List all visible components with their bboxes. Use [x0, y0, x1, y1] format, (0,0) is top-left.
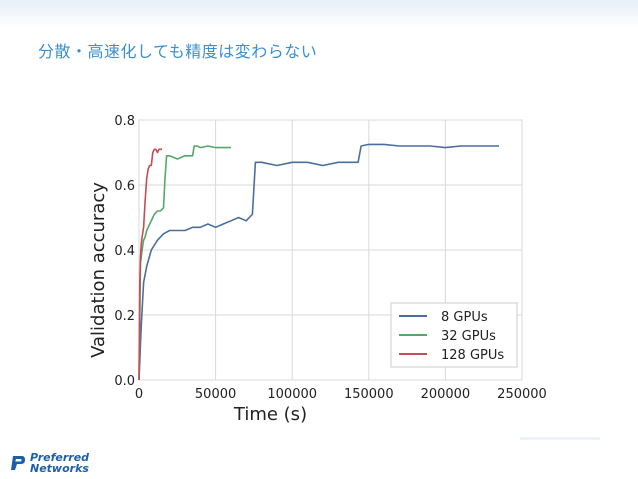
y-axis-label: Validation accuracy — [88, 182, 109, 358]
y-tick-label: 0.0 — [114, 374, 135, 389]
y-tick-label: 0.4 — [114, 244, 135, 259]
logo-mark-icon — [11, 456, 25, 470]
legend-label: 128 GPUs — [441, 348, 504, 363]
x-tick-label: 150000 — [344, 387, 394, 402]
x-tick-label: 250000 — [497, 387, 547, 402]
y-tick-label: 0.2 — [114, 309, 135, 324]
series-line-1 — [138, 143, 499, 381]
header-band — [0, 0, 638, 28]
legend-label: 32 GPUs — [441, 329, 496, 344]
x-tick-label: 100000 — [267, 387, 317, 402]
company-logo: Preferred Networks — [8, 451, 128, 477]
y-tick-label: 0.8 — [114, 114, 135, 129]
slide-title: 分散・高速化しても精度は変わらない — [38, 42, 318, 61]
x-tick-label: 0 — [135, 387, 143, 402]
series-line-2 — [138, 145, 231, 381]
legend-label: 8 GPUs — [441, 310, 488, 325]
x-tick-label: 200000 — [421, 387, 471, 402]
logo-text-line1: Preferred — [30, 451, 90, 464]
logo-text-line2: Networks — [30, 462, 89, 475]
series-line-3 — [138, 148, 162, 381]
x-axis-label: Time (s) — [233, 404, 307, 425]
decorative-bar — [520, 437, 600, 440]
y-tick-label: 0.6 — [114, 179, 135, 194]
x-tick-label: 50000 — [195, 387, 236, 402]
